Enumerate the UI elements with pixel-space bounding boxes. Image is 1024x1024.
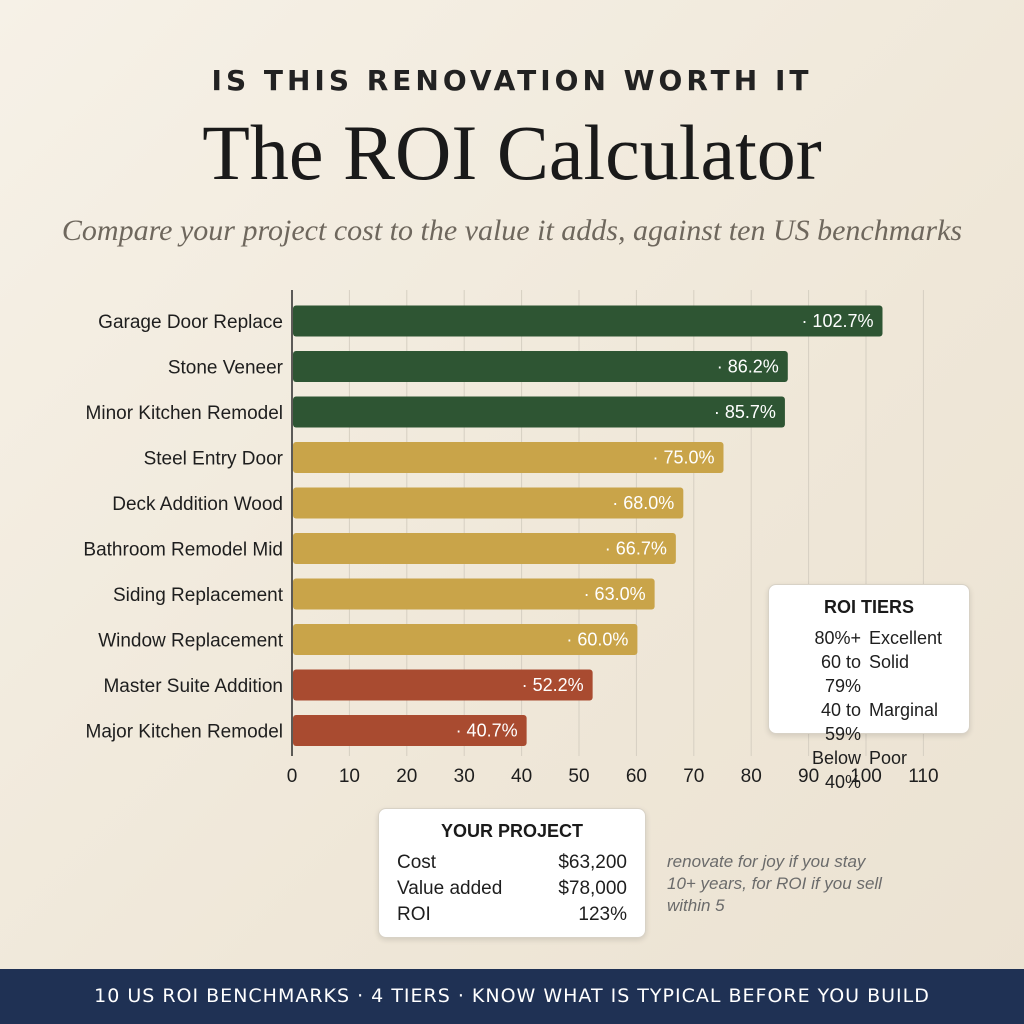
bar-value-label: · 102.7%: [801, 311, 873, 331]
project-row-cost: Cost $63,200: [397, 850, 627, 876]
bar-value-label: · 86.2%: [717, 357, 779, 377]
tier-row: Below 40% Poor: [783, 746, 955, 794]
bar-value-label: · 52.2%: [522, 675, 584, 695]
x-tick-label: 100: [850, 766, 882, 787]
tier-row: 40 to 59% Marginal: [783, 698, 955, 746]
x-tick-label: 20: [396, 766, 417, 787]
roi-tiers-title: ROI TIERS: [823, 597, 914, 617]
x-tick-label: 70: [683, 766, 704, 787]
category-label: Steel Entry Door: [144, 449, 284, 470]
bar-stone-veneer: [293, 351, 788, 382]
project-row-label: Value added: [397, 878, 503, 899]
bar-minor-kitchen-remodel: [293, 396, 785, 428]
bar-master-suite-addition: [293, 669, 593, 701]
your-project-card: YOUR PROJECT Cost $63,200 Value added $7…: [378, 808, 646, 938]
tier-range: 40 to 59%: [820, 700, 861, 744]
x-tick-label: 40: [511, 766, 532, 787]
category-label: Siding Replacement: [113, 585, 284, 606]
bar-window-replacement: [293, 624, 638, 655]
x-tick-label: 60: [626, 766, 647, 787]
bar-bathroom-remodel-mid: [293, 533, 676, 564]
project-row-value-added: Value added $78,000: [397, 876, 627, 902]
x-tick-label: 50: [568, 766, 589, 787]
x-tick-label: 30: [454, 766, 475, 787]
bar-deck-addition-wood: [293, 487, 684, 519]
tier-range: 60 to 79%: [820, 652, 861, 696]
category-label: Deck Addition Wood: [112, 494, 283, 515]
category-label: Minor Kitchen Remodel: [86, 403, 283, 424]
bar-value-label: · 75.0%: [652, 448, 714, 468]
footer-banner: 10 US ROI BENCHMARKS · 4 TIERS · KNOW WH…: [0, 969, 1024, 1024]
category-label: Bathroom Remodel Mid: [83, 540, 283, 561]
category-label: Window Replacement: [98, 631, 284, 652]
tier-range: 80%+: [814, 628, 861, 648]
bar-value-label: · 60.0%: [566, 630, 628, 650]
bar-garage-door-replace: [293, 305, 883, 337]
bar-value-label: · 63.0%: [584, 584, 646, 604]
advice-note: renovate for joy if you stay 10+ years, …: [667, 852, 882, 915]
tier-name: Poor: [869, 748, 908, 768]
kicker-heading: IS THIS RENOVATION WORTH IT: [211, 64, 813, 97]
tier-name: Solid: [869, 652, 910, 672]
category-label: Master Suite Addition: [103, 676, 283, 697]
your-project-title: YOUR PROJECT: [440, 821, 584, 841]
category-label: Garage Door Replace: [98, 312, 283, 333]
roi-tiers-legend: ROI TIERS 80%+ Excellent 60 to 79% Solid…: [768, 584, 970, 792]
category-label: Stone Veneer: [168, 358, 284, 379]
tier-name: Excellent: [869, 628, 943, 648]
project-row-roi: ROI 123%: [397, 902, 627, 928]
bar-steel-entry-door: [293, 442, 724, 473]
bar-value-label: · 40.7%: [456, 721, 518, 741]
tier-row: 60 to 79% Solid: [783, 650, 955, 698]
tier-name: Marginal: [869, 700, 939, 720]
chart-category-labels: Garage Door Replace Stone Veneer Minor Kit…: [83, 312, 283, 743]
x-tick-label: 0: [287, 766, 298, 787]
project-row-value: $78,000: [558, 878, 627, 899]
chart-x-tick-labels: 0 10 20 30 40 50 60 70 80 90 100 110: [287, 766, 939, 787]
bar-value-label: · 85.7%: [714, 402, 776, 422]
roi-bar-chart: · 102.7% · 86.2% · 85.7% · 75.0% · 68.0% · 66…: [83, 290, 939, 787]
x-tick-label: 10: [339, 766, 360, 787]
tier-range: Below 40%: [811, 748, 861, 792]
project-row-label: Cost: [397, 852, 437, 873]
category-label: Major Kitchen Remodel: [86, 722, 283, 743]
bar-value-label: · 68.0%: [612, 493, 674, 513]
project-row-value: $63,200: [558, 852, 627, 873]
bar-major-kitchen-remodel: [293, 715, 527, 746]
chart-bars: · 102.7% · 86.2% · 85.7% · 75.0% · 68.0% · 66…: [293, 305, 883, 746]
tier-row: 80%+ Excellent: [783, 626, 955, 650]
project-row-label: ROI: [397, 904, 431, 925]
x-tick-label: 80: [741, 766, 762, 787]
page-subtitle: Compare your project cost to the value i…: [61, 214, 963, 247]
page-title: The ROI Calculator: [202, 109, 822, 196]
bar-value-label: · 66.7%: [605, 539, 667, 559]
project-row-value: 123%: [578, 904, 627, 925]
x-tick-label: 90: [798, 766, 819, 787]
bar-siding-replacement: [293, 578, 655, 610]
x-tick-label: 110: [908, 766, 938, 787]
